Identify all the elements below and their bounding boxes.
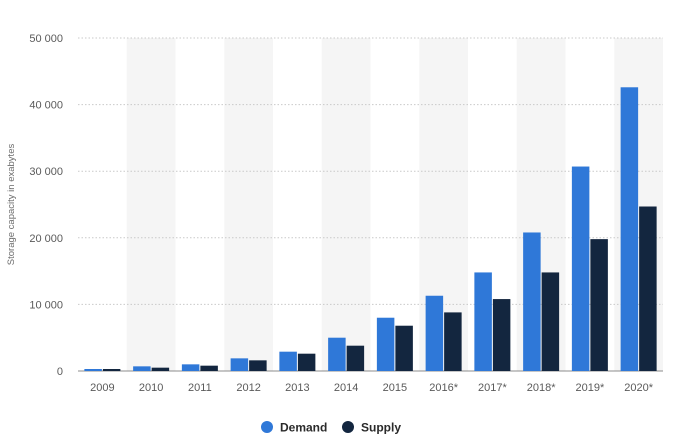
x-tick-label: 2013 bbox=[285, 382, 309, 394]
legend-marker-supply bbox=[342, 421, 354, 433]
y-axis-title: Storage capacity in exabytes bbox=[6, 144, 17, 266]
x-tick-label: 2010 bbox=[139, 382, 163, 394]
bar-demand-2020 bbox=[620, 87, 639, 371]
band-2010 bbox=[126, 38, 176, 371]
bar-demand-2015 bbox=[376, 317, 395, 371]
y-tick-label: 30 000 bbox=[29, 166, 63, 178]
y-tick-label: 10 000 bbox=[29, 299, 63, 311]
bar-demand-2009 bbox=[84, 369, 102, 371]
bar-supply-2011 bbox=[200, 365, 218, 371]
bar-supply-2009 bbox=[102, 369, 121, 371]
x-tick-labels: 2009 2010 2011 2012 2013 2014 2015 2016* 2017* 20… bbox=[90, 382, 654, 394]
y-tick-labels: 0 10 000 20 000 30 000 40 000 50 000 bbox=[29, 33, 63, 378]
legend-label-demand: Demand bbox=[280, 421, 327, 435]
bar-demand-2013 bbox=[279, 351, 297, 371]
x-tick-label: 2011 bbox=[188, 382, 212, 394]
bar-demand-2019 bbox=[571, 166, 590, 371]
x-tick-label: 2019* bbox=[575, 382, 604, 394]
x-tick-label: 2017* bbox=[478, 382, 507, 394]
band-2012 bbox=[224, 38, 273, 371]
gridlines bbox=[78, 37, 663, 372]
bar-supply-2013 bbox=[297, 353, 316, 371]
bar-supply-2016 bbox=[444, 312, 462, 371]
x-tick-label: 2012 bbox=[236, 382, 260, 394]
bar-supply-2012 bbox=[249, 360, 267, 371]
bar-demand-2018 bbox=[523, 232, 541, 371]
bar-supply-2020 bbox=[639, 206, 657, 371]
legend-label-supply: Supply bbox=[361, 421, 401, 435]
bar-demand-2017 bbox=[474, 272, 492, 371]
bar-demand-2012 bbox=[230, 358, 249, 371]
legend-marker-demand bbox=[261, 421, 273, 433]
x-tick-label: 2009 bbox=[90, 382, 114, 394]
x-tick-label: 2016* bbox=[429, 382, 458, 394]
bar-demand-2014 bbox=[328, 337, 346, 371]
y-tick-label: 0 bbox=[57, 366, 63, 378]
legend: Demand Supply bbox=[261, 421, 401, 435]
bar-supply-2014 bbox=[346, 345, 365, 371]
bar-supply-2019 bbox=[590, 239, 608, 371]
bar-demand-2016 bbox=[425, 295, 444, 371]
bar-supply-2015 bbox=[395, 325, 413, 371]
bar-demand-2011 bbox=[181, 364, 200, 371]
x-tick-label: 2018* bbox=[527, 382, 556, 394]
x-tick-label: 2014 bbox=[334, 382, 358, 394]
x-tick-label: 2020* bbox=[624, 382, 653, 394]
band-2014 bbox=[321, 38, 371, 371]
bars bbox=[84, 87, 657, 371]
bar-supply-2017 bbox=[492, 299, 511, 371]
y-tick-label: 50 000 bbox=[29, 33, 63, 45]
y-tick-label: 40 000 bbox=[29, 100, 63, 112]
bar-supply-2010 bbox=[151, 367, 170, 371]
bar-supply-2018 bbox=[541, 272, 560, 371]
bar-demand-2010 bbox=[133, 366, 151, 371]
y-tick-label: 20 000 bbox=[29, 233, 63, 245]
x-tick-label: 2015 bbox=[383, 382, 407, 394]
